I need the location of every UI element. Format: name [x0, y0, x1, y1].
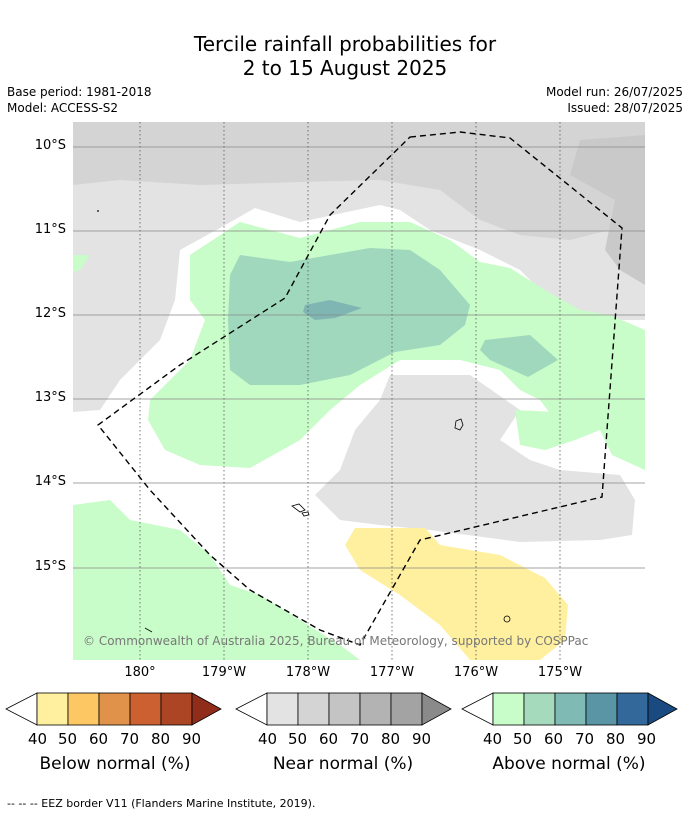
near-normal-60-northeast	[570, 135, 645, 285]
legend-tick: 60	[544, 730, 564, 748]
legend-cell	[235, 692, 268, 726]
legend-cell	[647, 692, 678, 726]
island-outline	[503, 615, 511, 623]
legend-tick: 90	[182, 730, 202, 748]
issued-date: Issued: 28/07/2025	[567, 101, 683, 115]
lat-label: 13°S	[34, 390, 66, 405]
legend-tick: 80	[381, 730, 401, 748]
lon-label: 178°W	[285, 665, 331, 680]
legend-tick: 40	[28, 730, 48, 748]
legend-cell	[160, 692, 193, 726]
legend-cell	[297, 692, 330, 726]
near-normal-50-north	[73, 122, 645, 240]
legend-tick: 50	[513, 730, 533, 748]
legend-cell	[523, 692, 556, 726]
legend-cell	[191, 692, 222, 726]
meridian-lines	[139, 122, 561, 660]
near-normal-region-central	[315, 375, 635, 542]
legend-tick: 50	[58, 730, 78, 748]
legend-tick: 90	[412, 730, 432, 748]
lat-label: 14°S	[34, 474, 66, 489]
island-outline	[291, 503, 310, 517]
eez-border	[96, 131, 623, 646]
legend-tick: 90	[637, 730, 657, 748]
base-period: Base period: 1981-2018	[7, 85, 152, 99]
legend-tick: 50	[288, 730, 308, 748]
legend-tick: 70	[350, 730, 370, 748]
above-normal-50-region	[228, 248, 470, 385]
island-outline	[454, 418, 464, 431]
meta-right: Model run: 26/07/2025 Issued: 28/07/2025	[546, 84, 683, 116]
legend-title-below: Below normal (%)	[39, 754, 191, 774]
above-normal-region-west-edge	[73, 255, 90, 272]
legend-tick: 40	[483, 730, 503, 748]
legend-cell	[461, 692, 494, 726]
lon-label: 179°W	[201, 665, 247, 680]
legend-cell	[616, 692, 649, 726]
island-outline	[97, 210, 99, 212]
model-name: Model: ACCESS-S2	[7, 101, 119, 115]
legend-tick: 70	[575, 730, 595, 748]
lon-label: 175°W	[537, 665, 583, 680]
legend-cell	[421, 692, 452, 726]
legend-title-above: Above normal (%)	[492, 754, 646, 774]
legend-cell	[328, 692, 361, 726]
above-normal-region-southwest	[73, 500, 360, 660]
lon-label: 180°	[124, 665, 156, 680]
lon-label: 177°W	[369, 665, 415, 680]
copyright-notice: © Commonwealth of Australia 2025, Bureau…	[83, 634, 588, 648]
legend-cell	[36, 692, 69, 726]
lon-label: 176°W	[453, 665, 499, 680]
above-normal-50-east	[480, 335, 558, 377]
lat-label: 11°S	[34, 222, 66, 237]
legend-cell	[554, 692, 587, 726]
legend-cell	[266, 692, 299, 726]
map-title-line1: Tercile rainfall probabilities for	[193, 32, 497, 56]
map-plot-area: © Commonwealth of Australia 2025, Bureau…	[73, 122, 645, 660]
legend-below-normal	[5, 692, 222, 726]
lat-label: 10°S	[34, 138, 66, 153]
legend-tick: 80	[151, 730, 171, 748]
legend-tick: 60	[319, 730, 339, 748]
legend-title-near: Near normal (%)	[272, 754, 414, 774]
legend-above-normal	[461, 692, 678, 726]
grid-lines	[73, 146, 645, 569]
legend-cell	[5, 692, 38, 726]
legend-tick: 40	[258, 730, 278, 748]
legend-near-normal	[235, 692, 452, 726]
lat-label: 12°S	[34, 306, 66, 321]
legend-cell	[67, 692, 100, 726]
map-title-line2: 2 to 15 August 2025	[242, 56, 448, 80]
legend-tick: 80	[606, 730, 626, 748]
eez-footer-note: -- -- -- EEZ border V11 (Flanders Marine…	[7, 797, 316, 810]
above-normal-region-east-pocket	[515, 410, 575, 450]
legend-cell	[585, 692, 618, 726]
legend-cell	[98, 692, 131, 726]
legend-cell	[492, 692, 525, 726]
legend-cell	[129, 692, 162, 726]
island-outline	[144, 627, 153, 633]
legend-cell	[390, 692, 423, 726]
below-normal-region	[345, 528, 568, 660]
legend-tick: 70	[120, 730, 140, 748]
lat-label: 15°S	[34, 559, 66, 574]
meta-left: Base period: 1981-2018 Model: ACCESS-S2	[7, 84, 152, 116]
model-run: Model run: 26/07/2025	[545, 85, 683, 99]
legend-tick: 60	[89, 730, 109, 748]
legend-cell	[359, 692, 392, 726]
